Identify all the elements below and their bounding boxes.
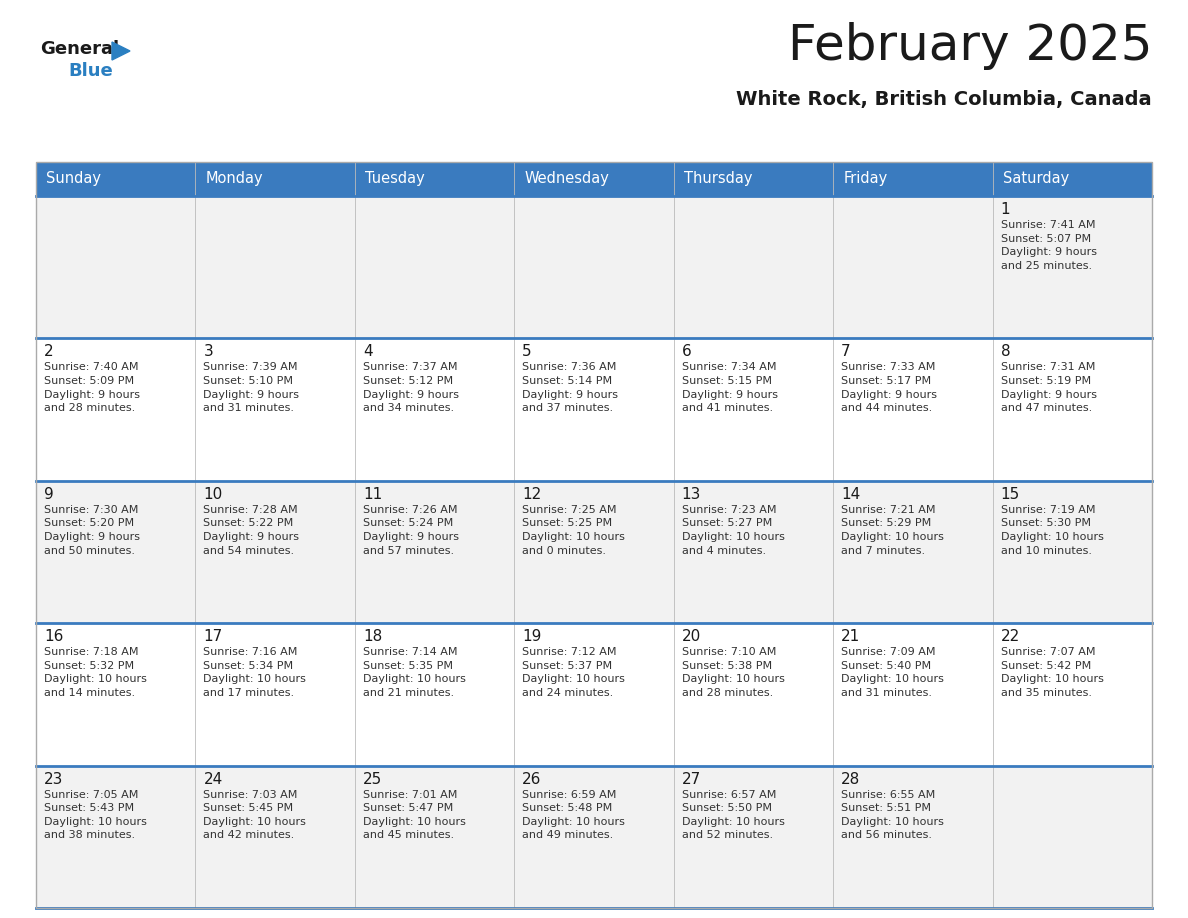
Text: Sunday: Sunday <box>46 172 101 186</box>
Bar <box>36 162 1152 196</box>
Text: Friday: Friday <box>843 172 887 186</box>
Text: 18: 18 <box>362 629 383 644</box>
Text: Sunrise: 7:36 AM
Sunset: 5:14 PM
Daylight: 9 hours
and 37 minutes.: Sunrise: 7:36 AM Sunset: 5:14 PM Dayligh… <box>523 363 618 413</box>
Text: Sunrise: 7:23 AM
Sunset: 5:27 PM
Daylight: 10 hours
and 4 minutes.: Sunrise: 7:23 AM Sunset: 5:27 PM Dayligh… <box>682 505 784 555</box>
Text: 23: 23 <box>44 772 63 787</box>
Bar <box>36 162 1152 908</box>
Text: 1: 1 <box>1000 202 1010 217</box>
Bar <box>36 339 1152 481</box>
Text: 10: 10 <box>203 487 222 502</box>
Text: Sunrise: 7:05 AM
Sunset: 5:43 PM
Daylight: 10 hours
and 38 minutes.: Sunrise: 7:05 AM Sunset: 5:43 PM Dayligh… <box>44 789 147 840</box>
Text: Tuesday: Tuesday <box>365 172 424 186</box>
Text: 17: 17 <box>203 629 222 644</box>
Text: Sunrise: 7:19 AM
Sunset: 5:30 PM
Daylight: 10 hours
and 10 minutes.: Sunrise: 7:19 AM Sunset: 5:30 PM Dayligh… <box>1000 505 1104 555</box>
Text: Sunrise: 7:12 AM
Sunset: 5:37 PM
Daylight: 10 hours
and 24 minutes.: Sunrise: 7:12 AM Sunset: 5:37 PM Dayligh… <box>523 647 625 698</box>
Text: Sunrise: 7:30 AM
Sunset: 5:20 PM
Daylight: 9 hours
and 50 minutes.: Sunrise: 7:30 AM Sunset: 5:20 PM Dayligh… <box>44 505 140 555</box>
Text: 14: 14 <box>841 487 860 502</box>
Text: 5: 5 <box>523 344 532 360</box>
Text: 3: 3 <box>203 344 213 360</box>
Text: 15: 15 <box>1000 487 1019 502</box>
Text: 21: 21 <box>841 629 860 644</box>
Text: Sunrise: 7:14 AM
Sunset: 5:35 PM
Daylight: 10 hours
and 21 minutes.: Sunrise: 7:14 AM Sunset: 5:35 PM Dayligh… <box>362 647 466 698</box>
Bar <box>36 623 1152 766</box>
Text: Sunrise: 7:40 AM
Sunset: 5:09 PM
Daylight: 9 hours
and 28 minutes.: Sunrise: 7:40 AM Sunset: 5:09 PM Dayligh… <box>44 363 140 413</box>
Text: White Rock, British Columbia, Canada: White Rock, British Columbia, Canada <box>737 90 1152 109</box>
Text: 20: 20 <box>682 629 701 644</box>
Text: 25: 25 <box>362 772 383 787</box>
Text: 19: 19 <box>523 629 542 644</box>
Text: Sunrise: 7:41 AM
Sunset: 5:07 PM
Daylight: 9 hours
and 25 minutes.: Sunrise: 7:41 AM Sunset: 5:07 PM Dayligh… <box>1000 220 1097 271</box>
Text: Sunrise: 6:59 AM
Sunset: 5:48 PM
Daylight: 10 hours
and 49 minutes.: Sunrise: 6:59 AM Sunset: 5:48 PM Dayligh… <box>523 789 625 840</box>
Text: Sunrise: 7:28 AM
Sunset: 5:22 PM
Daylight: 9 hours
and 54 minutes.: Sunrise: 7:28 AM Sunset: 5:22 PM Dayligh… <box>203 505 299 555</box>
Polygon shape <box>112 42 129 60</box>
Text: 16: 16 <box>44 629 63 644</box>
Text: 22: 22 <box>1000 629 1019 644</box>
Text: February 2025: February 2025 <box>788 22 1152 70</box>
Bar <box>36 766 1152 908</box>
Text: Thursday: Thursday <box>684 172 752 186</box>
Text: 4: 4 <box>362 344 373 360</box>
Bar <box>36 481 1152 623</box>
Text: Saturday: Saturday <box>1003 172 1069 186</box>
Text: Sunrise: 7:07 AM
Sunset: 5:42 PM
Daylight: 10 hours
and 35 minutes.: Sunrise: 7:07 AM Sunset: 5:42 PM Dayligh… <box>1000 647 1104 698</box>
Text: Sunrise: 7:03 AM
Sunset: 5:45 PM
Daylight: 10 hours
and 42 minutes.: Sunrise: 7:03 AM Sunset: 5:45 PM Dayligh… <box>203 789 307 840</box>
Text: 12: 12 <box>523 487 542 502</box>
Text: Sunrise: 7:25 AM
Sunset: 5:25 PM
Daylight: 10 hours
and 0 minutes.: Sunrise: 7:25 AM Sunset: 5:25 PM Dayligh… <box>523 505 625 555</box>
Text: General: General <box>40 40 119 58</box>
Text: Sunrise: 7:21 AM
Sunset: 5:29 PM
Daylight: 10 hours
and 7 minutes.: Sunrise: 7:21 AM Sunset: 5:29 PM Dayligh… <box>841 505 944 555</box>
Text: Sunrise: 7:18 AM
Sunset: 5:32 PM
Daylight: 10 hours
and 14 minutes.: Sunrise: 7:18 AM Sunset: 5:32 PM Dayligh… <box>44 647 147 698</box>
Text: Sunrise: 7:09 AM
Sunset: 5:40 PM
Daylight: 10 hours
and 31 minutes.: Sunrise: 7:09 AM Sunset: 5:40 PM Dayligh… <box>841 647 944 698</box>
Text: Sunrise: 7:33 AM
Sunset: 5:17 PM
Daylight: 9 hours
and 44 minutes.: Sunrise: 7:33 AM Sunset: 5:17 PM Dayligh… <box>841 363 937 413</box>
Text: 24: 24 <box>203 772 222 787</box>
Text: Sunrise: 7:01 AM
Sunset: 5:47 PM
Daylight: 10 hours
and 45 minutes.: Sunrise: 7:01 AM Sunset: 5:47 PM Dayligh… <box>362 789 466 840</box>
Text: Sunrise: 7:34 AM
Sunset: 5:15 PM
Daylight: 9 hours
and 41 minutes.: Sunrise: 7:34 AM Sunset: 5:15 PM Dayligh… <box>682 363 778 413</box>
Text: 26: 26 <box>523 772 542 787</box>
Text: 27: 27 <box>682 772 701 787</box>
Text: 7: 7 <box>841 344 851 360</box>
Text: Monday: Monday <box>206 172 263 186</box>
Text: Sunrise: 7:16 AM
Sunset: 5:34 PM
Daylight: 10 hours
and 17 minutes.: Sunrise: 7:16 AM Sunset: 5:34 PM Dayligh… <box>203 647 307 698</box>
Text: 2: 2 <box>44 344 53 360</box>
Text: Sunrise: 6:57 AM
Sunset: 5:50 PM
Daylight: 10 hours
and 52 minutes.: Sunrise: 6:57 AM Sunset: 5:50 PM Dayligh… <box>682 789 784 840</box>
Text: Sunrise: 7:39 AM
Sunset: 5:10 PM
Daylight: 9 hours
and 31 minutes.: Sunrise: 7:39 AM Sunset: 5:10 PM Dayligh… <box>203 363 299 413</box>
Text: 8: 8 <box>1000 344 1010 360</box>
Text: Sunrise: 7:37 AM
Sunset: 5:12 PM
Daylight: 9 hours
and 34 minutes.: Sunrise: 7:37 AM Sunset: 5:12 PM Dayligh… <box>362 363 459 413</box>
Text: 6: 6 <box>682 344 691 360</box>
Text: 13: 13 <box>682 487 701 502</box>
Text: Wednesday: Wednesday <box>524 172 609 186</box>
Text: Sunrise: 7:26 AM
Sunset: 5:24 PM
Daylight: 9 hours
and 57 minutes.: Sunrise: 7:26 AM Sunset: 5:24 PM Dayligh… <box>362 505 459 555</box>
Text: 11: 11 <box>362 487 383 502</box>
Text: 28: 28 <box>841 772 860 787</box>
Text: 9: 9 <box>44 487 53 502</box>
Bar <box>36 196 1152 339</box>
Text: Blue: Blue <box>68 62 113 80</box>
Text: Sunrise: 6:55 AM
Sunset: 5:51 PM
Daylight: 10 hours
and 56 minutes.: Sunrise: 6:55 AM Sunset: 5:51 PM Dayligh… <box>841 789 944 840</box>
Text: Sunrise: 7:10 AM
Sunset: 5:38 PM
Daylight: 10 hours
and 28 minutes.: Sunrise: 7:10 AM Sunset: 5:38 PM Dayligh… <box>682 647 784 698</box>
Text: Sunrise: 7:31 AM
Sunset: 5:19 PM
Daylight: 9 hours
and 47 minutes.: Sunrise: 7:31 AM Sunset: 5:19 PM Dayligh… <box>1000 363 1097 413</box>
